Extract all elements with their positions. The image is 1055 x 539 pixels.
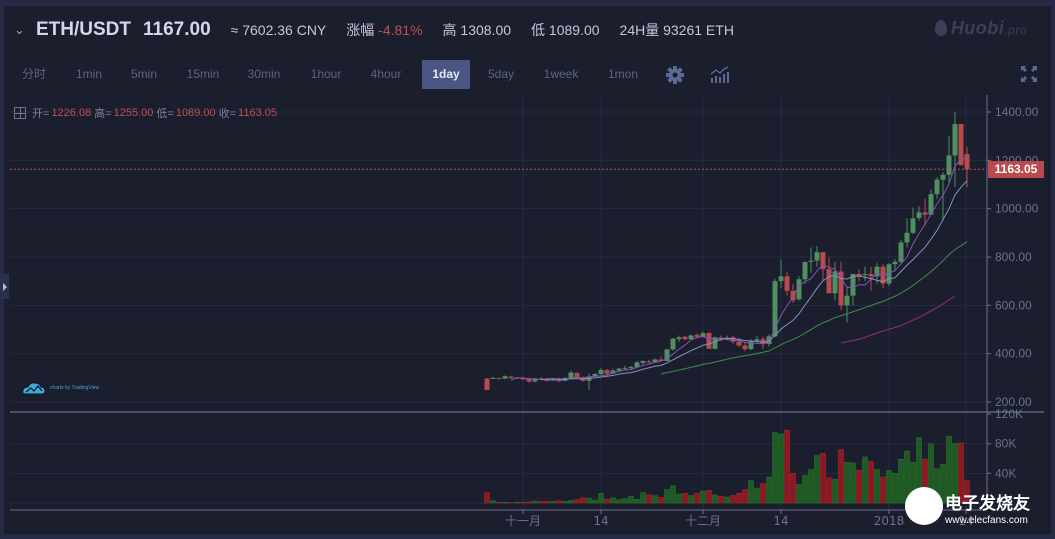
svg-text:2018: 2018 bbox=[874, 514, 905, 528]
collapse-legend-icon[interactable] bbox=[14, 107, 26, 119]
legend-high: 1255.00 bbox=[113, 107, 154, 119]
fullscreen-icon[interactable] bbox=[1020, 65, 1038, 83]
chevron-down-icon[interactable]: ⌄ bbox=[14, 22, 25, 37]
high-stat: 高 1308.00 bbox=[443, 20, 512, 40]
ticker-header: ⌄ ETH/USDT 1167.00 ≈ 7602.36 CNY 涨幅 -4.8… bbox=[4, 6, 1051, 54]
low-stat: 低 1089.00 bbox=[531, 20, 600, 40]
legend-close: 1163.05 bbox=[238, 107, 277, 119]
volume-label: 24H量 bbox=[619, 22, 660, 38]
volume-value: 93261 ETH bbox=[663, 22, 734, 38]
timeframe-tab-9[interactable]: 1week bbox=[543, 67, 579, 81]
side-panel-toggle[interactable] bbox=[0, 274, 9, 299]
indicator-chart-icon[interactable] bbox=[710, 66, 730, 84]
timeframe-toolbar: 分时 1min 5min 15min 30min 1hour 4hour 1day 5day 1w… bbox=[0, 58, 1055, 90]
price-tick: 1000.00 bbox=[995, 202, 1039, 216]
price-tick: 800.00 bbox=[995, 250, 1032, 264]
svg-text:80K: 80K bbox=[995, 437, 1016, 451]
current-price-tag: 1163.05 bbox=[988, 161, 1044, 178]
tradingview-cloud-icon bbox=[22, 382, 46, 395]
svg-text:14: 14 bbox=[958, 514, 973, 528]
timeframe-tab-5[interactable]: 1hour bbox=[310, 67, 342, 81]
price-tick: 400.00 bbox=[995, 347, 1032, 361]
flame-icon bbox=[934, 20, 947, 36]
svg-text:14: 14 bbox=[773, 514, 788, 528]
timeframe-tab-2[interactable]: 5min bbox=[130, 67, 157, 81]
price-tick: 1400.00 bbox=[995, 105, 1039, 119]
price-tick: 600.00 bbox=[995, 298, 1032, 312]
timeframe-tab-8[interactable]: 5day bbox=[487, 67, 515, 81]
high-label: 高 bbox=[442, 22, 457, 38]
gear-icon[interactable] bbox=[665, 65, 685, 85]
tradingview-watermark[interactable]: charts by TradingView bbox=[22, 380, 99, 396]
low-value: 1089.00 bbox=[548, 22, 600, 38]
timeframe-tab-0[interactable]: 分时 bbox=[21, 67, 46, 81]
ohlc-legend: 开= 1226.08 高= 1255.00 低= 1089.00 收= 1163.05 bbox=[14, 105, 280, 121]
timeframe-tab-10[interactable]: 1mon bbox=[607, 67, 639, 81]
volume-stat: 24H量 93261 ETH bbox=[620, 20, 734, 40]
change-value: -4.81% bbox=[378, 22, 423, 38]
timeframe-tab-4[interactable]: 30min bbox=[247, 67, 281, 81]
svg-text:40K: 40K bbox=[995, 466, 1016, 480]
legend-open: 1226.08 bbox=[51, 107, 92, 119]
timeframe-tab-1[interactable]: 1min bbox=[75, 67, 102, 81]
change-label: 涨幅 bbox=[346, 22, 375, 38]
change-stat: 涨幅 -4.81% bbox=[346, 20, 422, 40]
cny-price: ≈ 7602.36 CNY bbox=[230, 22, 327, 38]
legend-low: 1089.00 bbox=[175, 107, 216, 119]
timeframe-tab-3[interactable]: 15min bbox=[186, 67, 220, 81]
price-tick: 200.00 bbox=[995, 395, 1032, 409]
svg-text:120K: 120K bbox=[995, 407, 1023, 421]
timeframe-tab-7[interactable]: 1day bbox=[422, 60, 470, 89]
elecfans-logo-icon bbox=[905, 487, 943, 525]
svg-text:14: 14 bbox=[593, 514, 608, 528]
huobi-logo: Huobi.pro bbox=[934, 18, 1027, 39]
last-price: 1167.00 bbox=[143, 19, 211, 40]
high-value: 1308.00 bbox=[460, 22, 512, 38]
low-label: 低 bbox=[531, 22, 546, 38]
svg-text:十一月: 十一月 bbox=[505, 514, 541, 528]
pair-selector[interactable]: ETH/USDT bbox=[36, 19, 131, 40]
svg-text:十二月: 十二月 bbox=[685, 514, 721, 528]
timeframe-tab-6[interactable]: 4hour bbox=[370, 67, 402, 81]
